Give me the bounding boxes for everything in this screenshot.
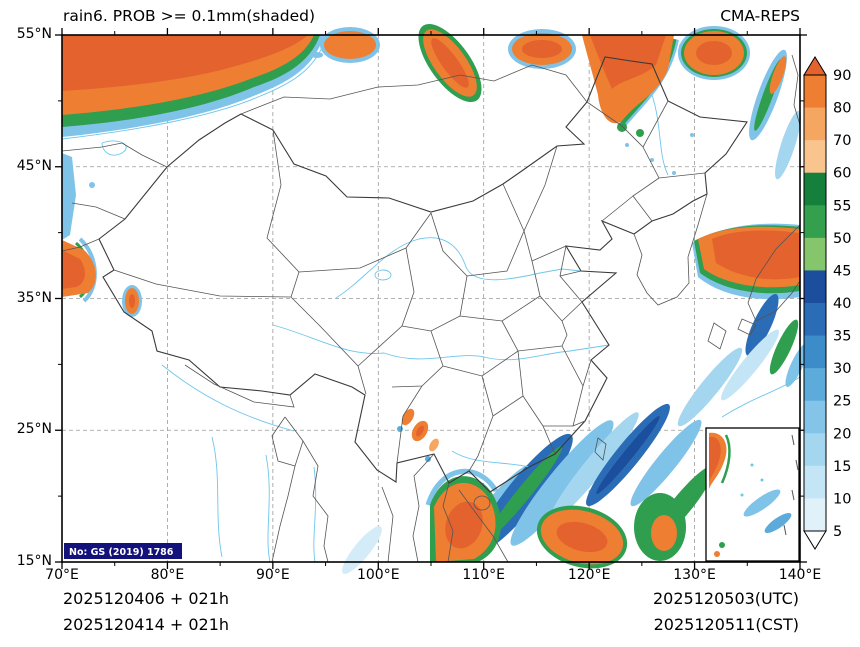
- colorbar-segment: [804, 237, 826, 271]
- colorbar-segment: [804, 172, 826, 206]
- lon-tick-label: 120°E: [567, 567, 611, 583]
- colorbar-segment: [804, 433, 826, 467]
- model-name: CMA-REPS: [720, 7, 800, 25]
- lat-tick-label: 45°N: [16, 157, 52, 174]
- colorbar-segment: [804, 107, 826, 141]
- lat-tick-label: 55°N: [16, 26, 52, 42]
- colorbar: 90 80 70 60 55 50 45 40 35 30 25 20 15 10 5: [803, 56, 851, 550]
- map-canvas: No: GS (2019) 1786: [55, 23, 809, 574]
- colorbar-segment: [804, 335, 826, 369]
- colorbar-tick-label: 80: [833, 101, 851, 117]
- lon-tick-label: 80°E: [150, 567, 185, 583]
- init-time-cst: 2025120414 + 021h: [63, 615, 230, 634]
- init-time-utc: 2025120406 + 021h: [63, 589, 230, 608]
- colorbar-tick-label: 50: [833, 231, 851, 247]
- colorbar-tick-label: 15: [833, 459, 851, 475]
- lat-tick-label: 15°N: [16, 553, 52, 569]
- lat-tick-label: 25°N: [16, 421, 52, 438]
- colorbar-tick-label: 45: [833, 263, 851, 279]
- colorbar-tick-label: 30: [833, 361, 851, 377]
- lon-tick-label: 140°E: [778, 567, 822, 583]
- colorbar-segment: [804, 75, 826, 109]
- colorbar-tick-label: 55: [833, 198, 851, 214]
- lon-tick-label: 90°E: [256, 567, 290, 583]
- colorbar-tick-label: 25: [833, 394, 851, 410]
- colorbar-tick-label: 40: [833, 296, 851, 312]
- valid-time-cst: 2025120511(CST): [653, 615, 799, 634]
- watermark-text: No: GS (2019) 1786: [69, 547, 174, 558]
- lat-tick-label: 35°N: [16, 289, 52, 306]
- page-title: rain6. PROB >= 0.1mm(shaded): [63, 7, 316, 25]
- colorbar-segment: [804, 205, 826, 239]
- colorbar-tick-label: 5: [833, 524, 842, 540]
- colorbar-segment: [804, 400, 826, 434]
- colorbar-segment: [804, 270, 826, 304]
- colorbar-tick-label: 90: [833, 68, 851, 84]
- colorbar-tick-label: 10: [833, 491, 851, 507]
- boundaries: [61, 54, 801, 563]
- lon-tick-label: 70°E: [45, 567, 79, 583]
- colorbar-tick-label: 60: [833, 166, 851, 182]
- precip-shading: [61, 23, 809, 574]
- colorbar-tick-label: 35: [833, 329, 851, 345]
- colorbar-arrow-top: [803, 56, 827, 76]
- colorbar-segment: [804, 498, 826, 532]
- colorbar-arrow-bottom: [803, 530, 827, 550]
- lon-tick-label: 100°E: [356, 567, 400, 583]
- colorbar-segment: [804, 465, 826, 499]
- footer: 2025120406 + 021h 2025120503(UTC) 202512…: [63, 586, 799, 638]
- colorbar-tick-label: 20: [833, 426, 851, 442]
- colorbar-segment: [804, 368, 826, 402]
- south-china-sea-inset: [705, 427, 800, 562]
- colorbar-segment: [804, 303, 826, 337]
- colorbar-segment: [804, 140, 826, 174]
- watermark: No: GS (2019) 1786: [64, 543, 182, 559]
- rivers: [101, 94, 801, 563]
- valid-time-utc: 2025120503(UTC): [653, 589, 799, 608]
- colorbar-tick-label: 70: [833, 133, 851, 149]
- lon-tick-label: 130°E: [673, 567, 716, 583]
- lon-tick-label: 110°E: [462, 567, 505, 583]
